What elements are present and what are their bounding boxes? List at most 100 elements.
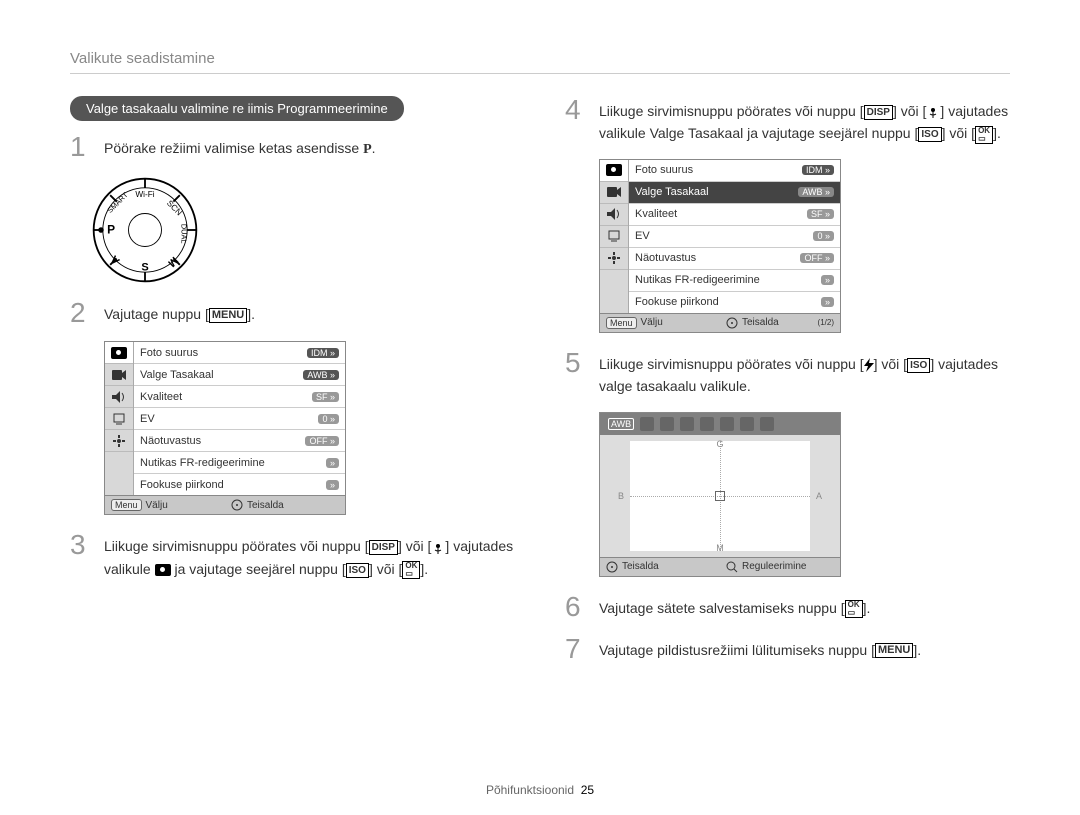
camera-menu-screen: Foto suurusIDM » Valge TasakaalAWB » Kva… xyxy=(104,341,346,515)
menu-item: Kvaliteet SF » xyxy=(629,204,840,226)
menu-list: Foto suurusIDM » Valge TasakaalAWB » Kva… xyxy=(134,342,345,495)
camera-tab-icon xyxy=(600,160,628,182)
v: AWB » xyxy=(798,187,834,197)
wb-adjust-area: G B A M xyxy=(630,441,810,551)
v: » xyxy=(821,297,834,307)
move-label: Teisalda xyxy=(742,317,779,328)
l: Valge Tasakaal xyxy=(140,369,214,381)
step-text: Liikuge sirvimisnuppu pöörates või nuppu… xyxy=(599,96,1010,145)
wb-footer: Teisalda Reguleerimine xyxy=(600,557,840,576)
foot-left: Teisalda xyxy=(600,558,720,576)
menu-item: Valge Tasakaal AWB » xyxy=(134,364,345,386)
section-pill: Valge tasakaalu valimine re iimis Progra… xyxy=(70,96,404,121)
wb-fluorescent-l-icon xyxy=(700,417,714,431)
l: Kvaliteet xyxy=(635,208,677,220)
exit-label: Välju xyxy=(641,317,663,328)
svg-text:P: P xyxy=(107,223,115,237)
disp-button-icon: DISP xyxy=(369,540,398,555)
mode-dial-icon: Wi-Fi SCN DUAL M S A P SMART xyxy=(90,175,200,285)
move-label: Teisalda xyxy=(247,500,284,511)
page-header: Valikute seadistamine xyxy=(70,50,1010,74)
t: ] või [ xyxy=(893,103,926,119)
t: ] või [ xyxy=(874,356,907,372)
page-number: 25 xyxy=(581,783,594,797)
menu-btn-icon: Menu xyxy=(606,317,637,329)
step1-text: Pöörake režiimi valimise ketas asendisse xyxy=(104,140,363,156)
l: EV xyxy=(140,413,155,425)
l: Näotuvastus xyxy=(635,252,696,264)
page-footer: Põhifunktsioonid 25 xyxy=(0,783,1080,797)
t: ] või [ xyxy=(398,538,431,554)
foot-right: Reguleerimine xyxy=(720,558,840,576)
step-text: Liikuge sirvimisnuppu pöörates või nuppu… xyxy=(104,531,515,580)
t: ]. xyxy=(420,561,428,577)
step-1: 1 Pöörake režiimi valimise ketas asendis… xyxy=(70,133,515,161)
step-number: 1 xyxy=(70,133,94,161)
menu-sidebar xyxy=(600,160,629,313)
v: AWB » xyxy=(303,370,339,380)
t: ja vajutage seejärel nuppu [ xyxy=(171,561,346,577)
svg-text:Wi-Fi: Wi-Fi xyxy=(135,190,154,199)
video-tab-icon xyxy=(105,364,133,386)
video-tab-icon xyxy=(600,182,628,204)
wb-fluorescent-h-icon xyxy=(680,417,694,431)
wb-label-a: A xyxy=(816,491,822,501)
display-tab-icon xyxy=(105,408,133,430)
v: SF » xyxy=(807,209,834,219)
l: EV xyxy=(635,230,650,242)
l: Foto suurus xyxy=(140,347,198,359)
iso-button-icon: ISO xyxy=(907,358,930,373)
menu-item: Näotuvastus OFF » xyxy=(629,248,840,270)
mode-p-icon: P xyxy=(363,142,372,157)
left-column: Valge tasakaalu valimine re iimis Progra… xyxy=(70,96,515,677)
ok-button-icon: OK▭ xyxy=(402,561,420,579)
wb-label-g: G xyxy=(716,439,723,449)
nav-icon xyxy=(726,317,738,329)
wb-tungsten-icon xyxy=(720,417,734,431)
step-number: 4 xyxy=(565,96,589,124)
camera-menu-screen-highlighted: Foto suurusIDM » Valge TasakaalAWB » Kva… xyxy=(599,159,841,333)
v: OFF » xyxy=(800,253,834,263)
step-number: 6 xyxy=(565,593,589,621)
sound-tab-icon xyxy=(600,204,628,226)
step-4: 4 Liikuge sirvimisnuppu pöörates või nup… xyxy=(565,96,1010,145)
ok-button-icon: OK▭ xyxy=(975,126,993,144)
v: 0 » xyxy=(318,414,339,424)
t: ]. xyxy=(863,600,871,616)
l: Fookuse piirkond xyxy=(635,296,719,308)
camera-icon xyxy=(155,564,171,576)
step-text: Vajutage sätete salvestamiseks nuppu [OK… xyxy=(599,593,870,619)
step-number: 2 xyxy=(70,299,94,327)
wb-label-b: B xyxy=(618,491,624,501)
menu-item: Fookuse piirkond» xyxy=(134,474,345,495)
right-column: 4 Liikuge sirvimisnuppu pöörates või nup… xyxy=(565,96,1010,677)
wb-option-strip: AWB xyxy=(600,413,840,435)
menu-button-icon: MENU xyxy=(875,643,913,658)
step-number: 3 xyxy=(70,531,94,559)
menu-body: Foto suurusIDM » Valge TasakaalAWB » Kva… xyxy=(105,342,345,495)
nav-icon xyxy=(606,561,618,573)
foot-left: MenuVälju xyxy=(105,496,225,514)
step-2: 2 Vajutage nuppu [MENU]. xyxy=(70,299,515,327)
menu-item: Näotuvastus OFF » xyxy=(134,430,345,452)
l: Näotuvastus xyxy=(140,435,201,447)
menu-item: EV0 » xyxy=(629,226,840,248)
step-text: Pöörake režiimi valimise ketas asendisse… xyxy=(104,133,376,161)
wb-daylight-icon xyxy=(640,417,654,431)
menu-item: Fookuse piirkond » xyxy=(629,292,840,313)
menu-item: Foto suurus IDM » xyxy=(134,342,345,364)
t: ] või [ xyxy=(369,561,402,577)
exit-label: Välju xyxy=(146,500,168,511)
menu-footer: MenuVälju Teisalda(1/2) xyxy=(600,313,840,332)
step-3: 3 Liikuge sirvimisnuppu pöörates või nup… xyxy=(70,531,515,580)
iso-button-icon: ISO xyxy=(346,563,369,578)
t: Liikuge sirvimisnuppu pöörates või nuppu… xyxy=(599,356,864,372)
t: Vajutage sätete salvestamiseks nuppu [ xyxy=(599,600,845,616)
display-tab-icon xyxy=(600,226,628,248)
v: IDM » xyxy=(307,348,339,358)
v: OFF » xyxy=(305,436,339,446)
step-text: Vajutage pildistusrežiimi lülitumiseks n… xyxy=(599,635,921,661)
menu-item: Nutikas FR-redigeerimine» xyxy=(629,270,840,292)
t: Liikuge sirvimisnuppu pöörates või nuppu… xyxy=(599,103,864,119)
l: Foto suurus xyxy=(635,164,693,176)
